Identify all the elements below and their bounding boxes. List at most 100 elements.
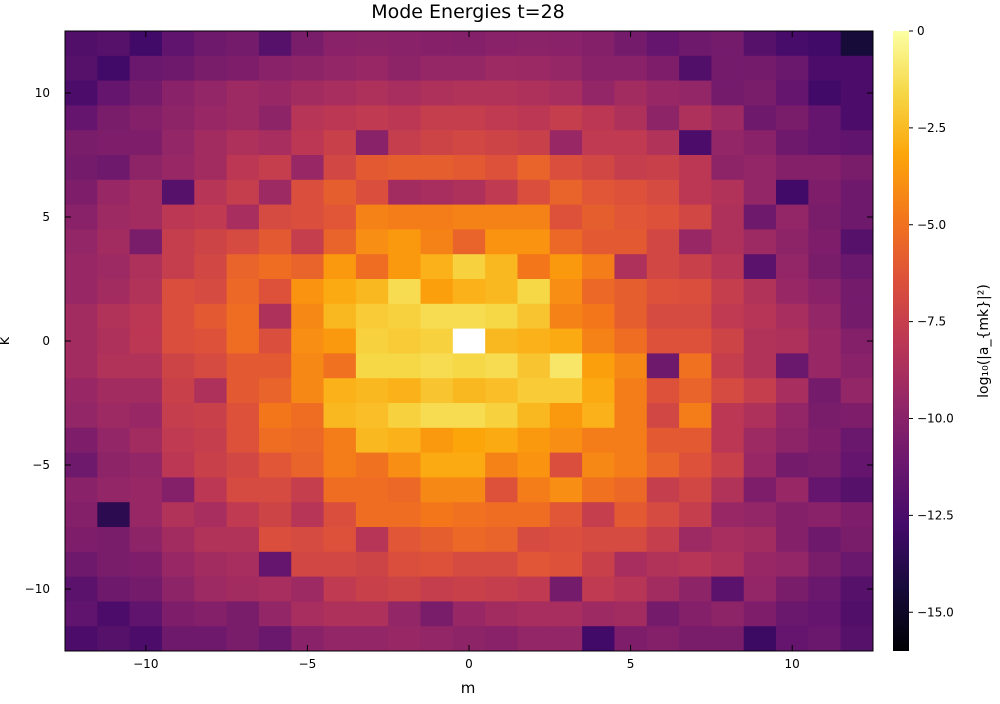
heatmap-cell [517, 626, 551, 652]
heatmap-cell [743, 452, 777, 478]
heatmap-cell [808, 527, 842, 553]
heatmap-cell [161, 427, 195, 454]
x-tick-label: 10 [785, 657, 800, 671]
heatmap-cell [226, 551, 260, 578]
heatmap-cell [743, 229, 777, 255]
heatmap-cell [97, 477, 131, 503]
heatmap-cell [549, 328, 583, 354]
heatmap-cell [485, 254, 518, 280]
heatmap-cell [323, 328, 357, 354]
heatmap-cell [517, 204, 551, 230]
heatmap-cell [614, 303, 648, 330]
heatmap-cell [679, 601, 712, 627]
heatmap-cell [679, 80, 712, 106]
heatmap-cell [65, 55, 98, 82]
colorbar-tick-label: −10.0 [917, 412, 954, 426]
heatmap-cell [291, 427, 325, 454]
heatmap-cell [517, 229, 551, 255]
heatmap-cell [420, 353, 454, 379]
heatmap-cell [776, 254, 809, 280]
heatmap-cell [388, 130, 422, 156]
heatmap-cell [743, 353, 777, 379]
heatmap-cell [388, 229, 422, 255]
heatmap-cell [679, 31, 712, 57]
heatmap-cell [226, 155, 260, 181]
heatmap-cell [97, 229, 131, 255]
heatmap-cell [420, 527, 454, 553]
y-axis-ticks: −10 −5 0 5 10 [25, 86, 873, 596]
heatmap-cell [549, 576, 583, 602]
heatmap-cell [355, 551, 389, 578]
heatmap-cell [226, 502, 260, 528]
heatmap-cell [776, 80, 809, 106]
heatmap-cell [840, 477, 874, 503]
y-tick-label: 5 [42, 210, 50, 224]
heatmap-cell [646, 452, 680, 478]
heatmap-cell [808, 477, 842, 503]
heatmap-cell [582, 551, 615, 578]
heatmap-cell [679, 55, 712, 82]
heatmap-cell [161, 155, 195, 181]
heatmap-cell [291, 105, 325, 131]
heatmap-cell [420, 601, 454, 627]
heatmap-cell [388, 328, 422, 354]
heatmap-cell [614, 155, 648, 181]
heatmap-cell [582, 576, 615, 602]
heatmap-cell [743, 303, 777, 330]
heatmap-cell [388, 105, 422, 131]
heatmap-cell [582, 105, 615, 131]
heatmap-cell [323, 204, 357, 230]
heatmap-cell [355, 353, 389, 379]
heatmap-cell [161, 254, 195, 280]
heatmap-cell [323, 179, 357, 206]
heatmap-cell [291, 229, 325, 255]
heatmap-cell [258, 626, 292, 652]
heatmap-cell [776, 155, 809, 181]
heatmap-cell [291, 551, 325, 578]
heatmap-cell [388, 204, 422, 230]
heatmap-cell [161, 279, 195, 305]
heatmap-cell [549, 229, 583, 255]
heatmap-cell [65, 31, 98, 57]
heatmap-cell [549, 378, 583, 404]
heatmap-cell [420, 229, 454, 255]
heatmap-cell [258, 80, 292, 106]
heatmap-cell [549, 279, 583, 305]
heatmap-cell [549, 204, 583, 230]
heatmap-cell [517, 179, 551, 206]
heatmap-cell [65, 477, 98, 503]
heatmap-cell [452, 80, 486, 106]
heatmap-cell [517, 527, 551, 553]
heatmap-cell [388, 279, 422, 305]
heatmap-cell [614, 204, 648, 230]
heatmap-cell [65, 403, 98, 429]
heatmap-cell [194, 601, 228, 627]
heatmap-cell [226, 477, 260, 503]
heatmap-cell [582, 303, 615, 330]
heatmap-cell [258, 601, 292, 627]
heatmap-cell [614, 328, 648, 354]
heatmap-cell [129, 477, 163, 503]
heatmap-cell [679, 403, 712, 429]
colorbar-ticks: 0 −2.5 −5.0 −7.5 −10.0 −12.5 −15.0 [909, 24, 954, 619]
heatmap-cell [129, 502, 163, 528]
heatmap-cell [517, 551, 551, 578]
heatmap-cell [646, 279, 680, 305]
heatmap-cell [129, 229, 163, 255]
heatmap-cell [646, 155, 680, 181]
heatmap-cell [485, 31, 518, 57]
heatmap-cell [582, 601, 615, 627]
heatmap-cell [97, 502, 131, 528]
heatmap-cell [840, 55, 874, 82]
heatmap-cell [226, 229, 260, 255]
heatmap-cell [291, 204, 325, 230]
heatmap-cell [646, 378, 680, 404]
heatmap-cell [485, 403, 518, 429]
heatmap-cell [808, 626, 842, 652]
heatmap-cell [614, 55, 648, 82]
heatmap-cell [129, 427, 163, 454]
heatmap-cell [549, 254, 583, 280]
heatmap-cell [226, 105, 260, 131]
heatmap-cell [129, 303, 163, 330]
